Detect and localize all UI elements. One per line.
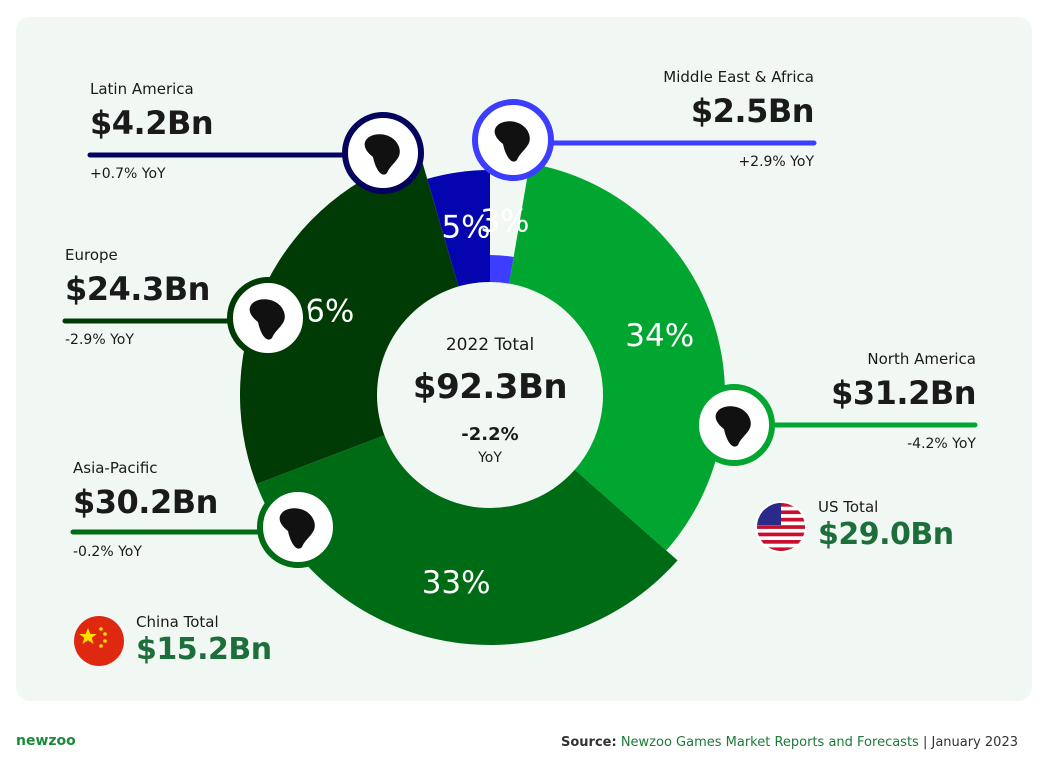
center-total-value: $92.3Bn: [412, 367, 568, 407]
source-text: Newzoo Games Market Reports and Forecast…: [620, 735, 919, 750]
source-date: | January 2023: [922, 735, 1018, 750]
mea-name: Middle East & Africa: [663, 68, 814, 86]
slice-north-america: [490, 163, 725, 551]
us-total-name: US Total: [818, 498, 879, 516]
us-flag-icon: [755, 501, 807, 553]
us-total-value: $29.0Bn: [818, 517, 954, 552]
north-america-yoy: -4.2% YoY: [907, 436, 976, 452]
asia-pacific-value: $30.2Bn: [73, 483, 218, 521]
china-total-name: China Total: [136, 613, 219, 631]
newzoo-logo: newzoo: [16, 733, 76, 749]
pct-label-latin-america: 5%: [441, 210, 490, 246]
source-label: Source:: [560, 735, 617, 750]
mea-yoy: +2.9% YoY: [738, 154, 814, 170]
latin-america-map-icon: [342, 112, 424, 194]
pct-label-asia-pacific: 33%: [422, 565, 491, 601]
center-yoy-unit: YoY: [478, 450, 502, 466]
center-title: 2022 Total: [445, 335, 535, 355]
donut-hole: [377, 282, 603, 508]
pct-label-middle-east-africa: 3%: [480, 204, 529, 240]
pct-label-north-america: 34%: [625, 318, 694, 354]
asia-pacific-map-icon: [257, 486, 339, 568]
latin-america-name: Latin America: [90, 80, 194, 98]
europe-name: Europe: [65, 246, 118, 264]
china-flag-icon: [74, 616, 124, 666]
asia-pacific-name: Asia-Pacific: [73, 459, 158, 477]
europe-map-icon: [227, 277, 309, 359]
north-america-name: North America: [867, 350, 976, 368]
center-yoy: -2.2%: [461, 424, 519, 445]
north-america-value: $31.2Bn: [831, 374, 976, 412]
north-america-map-icon: [693, 384, 775, 466]
africa-map-icon: [472, 99, 554, 181]
mea-value: $2.5Bn: [690, 92, 815, 130]
latin-america-value: $4.2Bn: [90, 104, 214, 142]
latin-america-yoy: +0.7% YoY: [90, 166, 166, 182]
europe-yoy: -2.9% YoY: [65, 332, 134, 348]
asia-pacific-yoy: -0.2% YoY: [73, 544, 142, 560]
europe-value: $24.3Bn: [65, 270, 210, 308]
slice-asia-pacific: [256, 395, 678, 646]
china-total-value: $15.2Bn: [136, 632, 272, 667]
source-note: Source: Newzoo Games Market Reports and …: [561, 735, 1018, 750]
